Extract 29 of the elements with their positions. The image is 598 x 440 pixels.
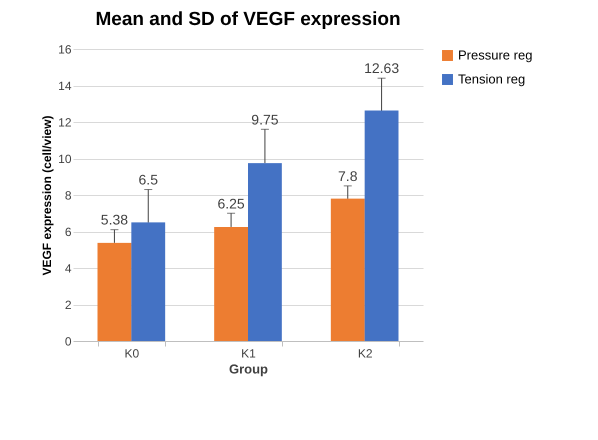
bar (330, 198, 365, 341)
y-axis-title: VEGF expression (cell/view) (40, 115, 54, 276)
bar (131, 222, 166, 341)
y-tick-label: 16 (58, 42, 72, 56)
data-label: 9.75 (251, 111, 279, 128)
y-tick-label: 4 (64, 262, 72, 276)
bar (364, 110, 398, 341)
legend-label: Pressure reg (458, 48, 532, 62)
bar (248, 163, 282, 341)
y-tick-label: 8 (64, 188, 72, 202)
data-label: 12.63 (364, 60, 400, 76)
data-label: 6.25 (217, 195, 245, 212)
data-label: 7.8 (338, 168, 358, 184)
y-tick-label: 2 (64, 298, 72, 312)
x-tick-label: K1 (241, 346, 256, 360)
y-tick-label: 14 (58, 79, 72, 93)
x-tick-label: K2 (358, 346, 373, 360)
y-tick-label: 0 (64, 334, 72, 348)
bar (214, 226, 248, 341)
legend-label: Tension reg (458, 72, 526, 86)
x-axis-title: Group (229, 362, 268, 376)
y-tick-label: 6 (64, 225, 72, 239)
data-label: 6.5 (138, 172, 158, 188)
bar (98, 242, 132, 341)
data-label: 5.38 (100, 212, 128, 228)
y-tick-label: 10 (58, 152, 72, 166)
x-tick-label: K0 (124, 346, 140, 360)
chart-title: Mean and SD of VEGF expression (95, 9, 401, 30)
y-tick-label: 12 (58, 116, 72, 130)
